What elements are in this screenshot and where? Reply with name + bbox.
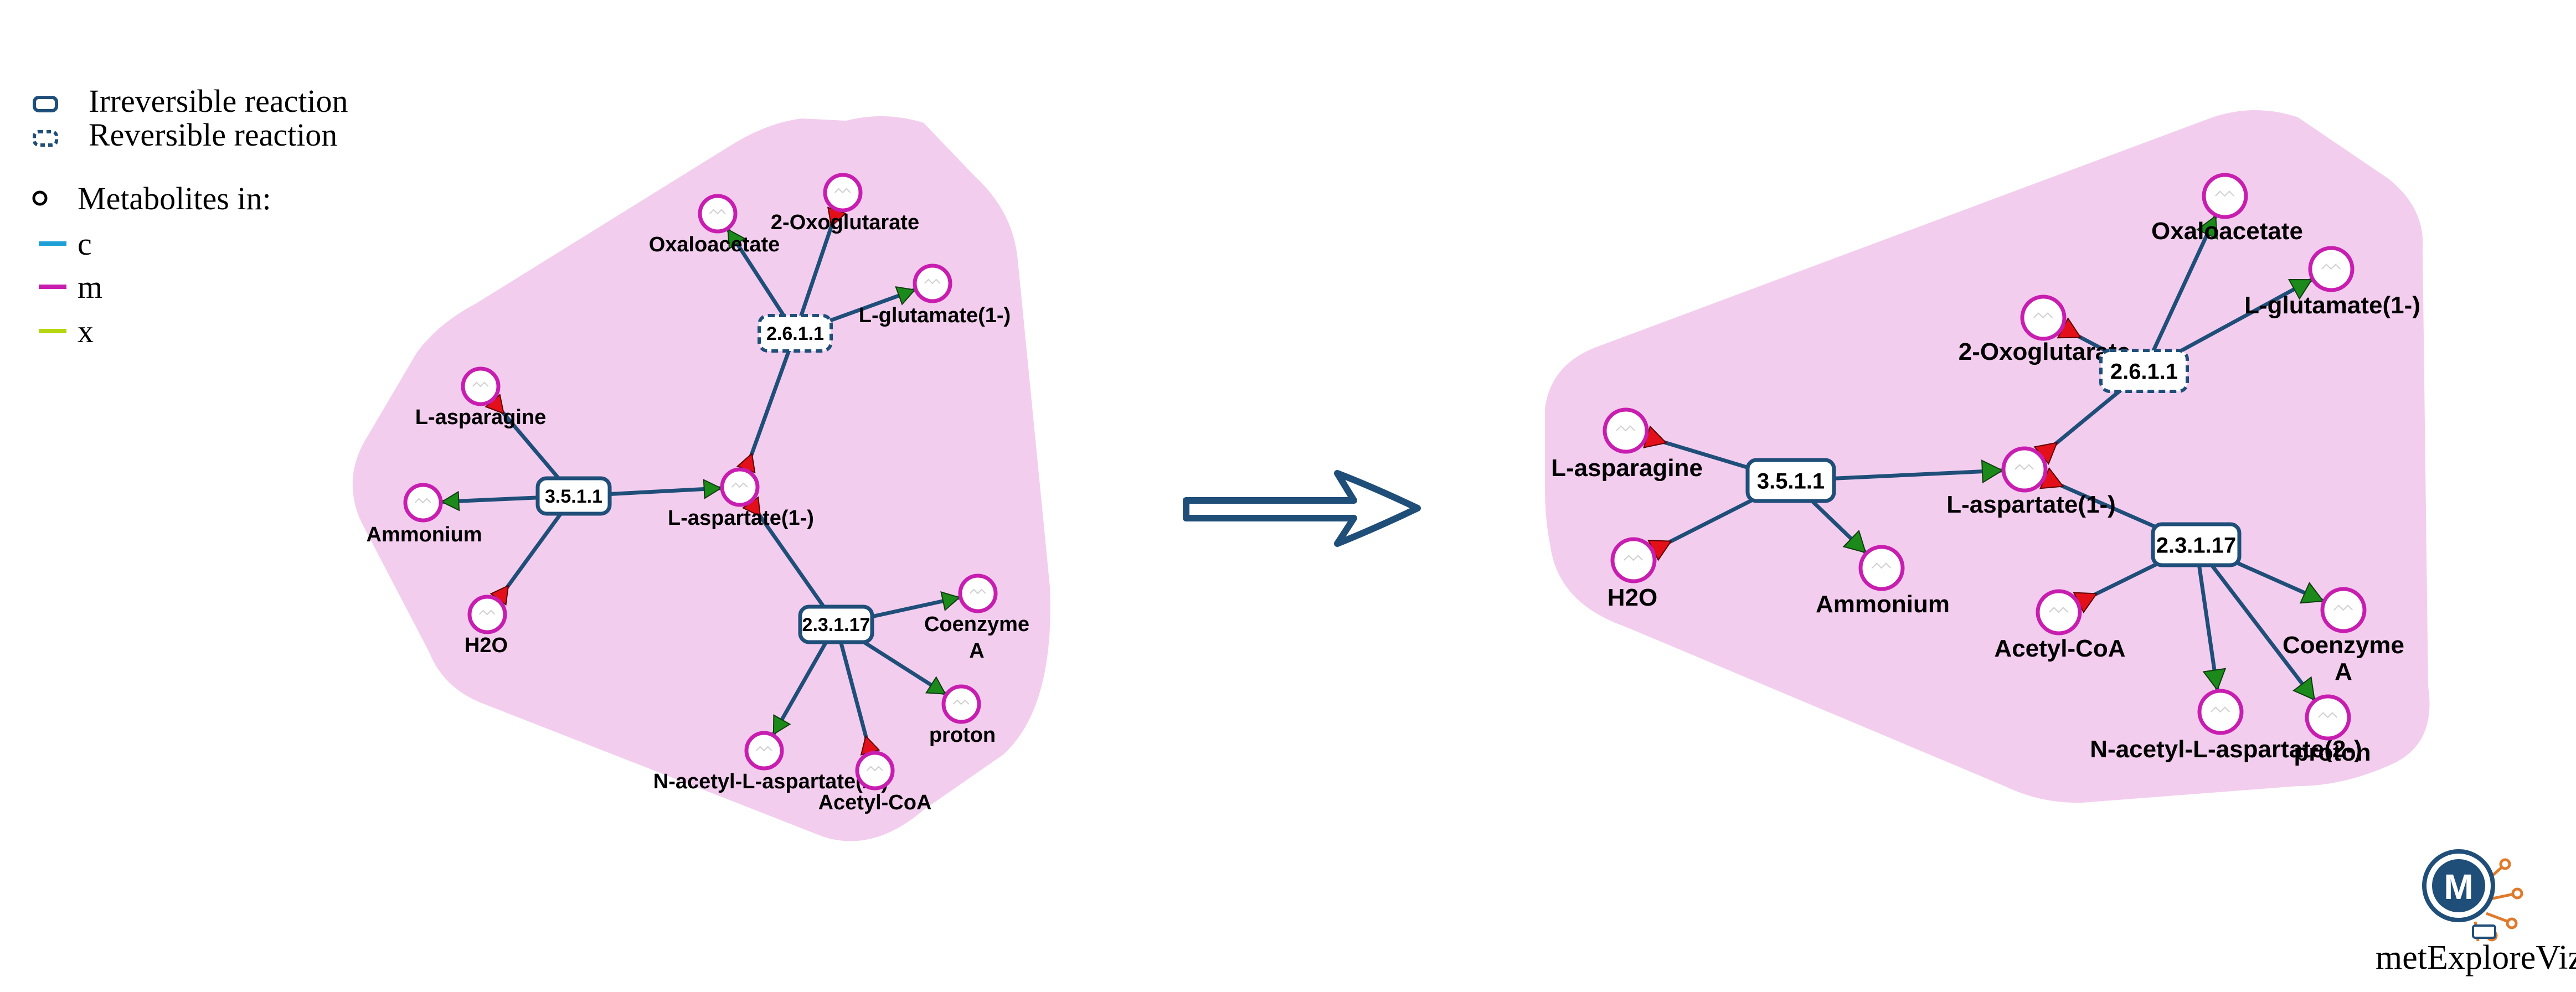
right-structure-icon-h2o	[1624, 555, 1644, 561]
left-metabolite-label-h2o: H2O	[465, 634, 508, 657]
reversible-legend-icon	[33, 130, 58, 147]
right-structure-icon-hplus	[2318, 712, 2338, 719]
left-metabolite-label-coa-line2: A	[969, 639, 984, 663]
left-reaction-node-rx3[interactable]	[798, 604, 874, 644]
left-metabolite-label-akg: 2-Oxoglutarate	[771, 211, 919, 234]
right-arrow-icon	[1183, 470, 1421, 547]
legend-irreversible-label: Irreversible reaction	[89, 83, 348, 119]
legend-compartments: cmx	[39, 226, 102, 349]
left-product-arrowhead-hplus	[925, 676, 947, 695]
right-reaction-label-rx2: 2.6.1.1	[2110, 359, 2178, 384]
right-metabolite-label-glu: L-glutamate(1-)	[2244, 292, 2420, 319]
left-structure-icon-nh4	[414, 498, 431, 504]
legend: Irreversible reaction Reversible reactio…	[32, 83, 348, 349]
right-reaction-label-rx1: 3.5.1.1	[1757, 469, 1825, 493]
left-network-graph: L-asparagine Ammonium H2O L-aspartate(1-) Ox…	[352, 116, 1050, 841]
left-product-arrowhead-nacasp	[772, 714, 791, 736]
left-structure-icon-h2o	[478, 609, 496, 616]
right-structure-icon-asn	[1616, 425, 1636, 432]
brand-name: metExploreViz	[2376, 939, 2576, 976]
left-reaction-label-rx2: 2.6.1.1	[766, 323, 824, 344]
left-reaction-node-rx2[interactable]	[758, 314, 833, 353]
right-product-arrowhead-oaa	[2196, 215, 2218, 240]
left-metabolite-label-oaa: Oxaloacetate	[649, 233, 780, 256]
legend-metabolites-title: Metabolites in:	[78, 180, 271, 216]
left-metabolite-label-asn: L-asparagine	[415, 406, 547, 429]
left-product-arrowhead-coa	[940, 591, 961, 611]
right-structure-icon-asp	[2015, 464, 2034, 471]
right-product-arrowhead-glu	[2288, 278, 2313, 300]
logo-letter: M	[2444, 867, 2473, 907]
right-product-arrowhead-coa	[2299, 582, 2325, 604]
left-metabolite-label-nh4: Ammonium	[367, 523, 482, 546]
left-reaction-node-rx1[interactable]	[535, 476, 612, 516]
left-structure-icon-accoa	[866, 766, 883, 772]
left-structure-icon-coa	[969, 588, 986, 595]
right-metabolite-label-accoa: Acetyl-CoA	[1994, 635, 2125, 662]
left-structure-icon-glu	[924, 278, 941, 285]
left-metabolite-label-coa: Coenzyme	[924, 613, 1029, 636]
left-structure-icon-asn	[472, 381, 489, 388]
compartment-m-label: m	[78, 269, 102, 305]
left-reaction-label-rx1: 3.5.1.1	[545, 486, 602, 507]
right-metabolite-label-coa-line2: A	[2335, 658, 2352, 685]
left-product-arrowhead-nh4	[440, 490, 460, 512]
metexploreviz-logo: M metExploreViz	[2376, 849, 2576, 976]
compartment-x-label: x	[78, 313, 94, 349]
left-compartment-hull	[352, 116, 1050, 841]
right-metabolite-label-nh4: Ammonium	[1816, 591, 1950, 618]
left-structure-icon-nacasp	[755, 746, 772, 752]
left-product-arrowhead-asp	[703, 479, 723, 499]
right-reaction-label-rx3: 2.3.1.17	[2156, 533, 2237, 557]
right-structure-icon-oaa	[2215, 190, 2235, 197]
left-structure-icon-asp	[731, 482, 748, 488]
left-reaction-label-rx3: 2.3.1.17	[802, 614, 870, 636]
right-metabolite-label-oaa: Oxaloacetate	[2151, 218, 2303, 245]
compartment-c-label: c	[78, 226, 92, 262]
right-structure-icon-nacasp	[2211, 706, 2230, 713]
right-reaction-node-rx2[interactable]	[2099, 349, 2189, 393]
left-structure-icon-akg	[834, 188, 851, 194]
right-network-graph: L-asparagine H2O Ammonium L-aspartate(1-) Ox…	[1545, 110, 2430, 803]
left-metabolite-label-asp: L-aspartate(1-)	[668, 507, 814, 530]
right-structure-icon-glu	[2321, 264, 2341, 270]
right-metabolite-label-coa: Coenzyme	[2283, 632, 2404, 659]
left-metabolite-label-hplus: proton	[929, 724, 996, 747]
left-metabolite-label-glu: L-glutamate(1-)	[859, 304, 1011, 327]
left-metabolite-label-accoa: Acetyl-CoA	[818, 791, 932, 814]
right-structure-icon-nh4	[1872, 562, 1892, 569]
left-metabolite-label-nacasp: N-acetyl-L-aspartate(2-)	[653, 770, 888, 793]
right-metabolite-label-h2o: H2O	[1608, 584, 1657, 611]
right-product-arrowhead-hplus	[2292, 676, 2315, 701]
right-reaction-node-rx1[interactable]	[1745, 458, 1836, 503]
transition-arrow	[1183, 470, 1421, 547]
left-structure-icon-hplus	[952, 699, 970, 705]
right-metabolite-label-hplus: proton	[2294, 739, 2371, 766]
left-product-arrowhead-oaa	[727, 228, 746, 250]
right-structure-icon-akg	[2033, 312, 2053, 319]
right-product-arrowhead-asp	[1981, 459, 2004, 484]
right-reaction-node-rx3[interactable]	[2151, 522, 2242, 567]
right-metabolite-label-asn: L-asparagine	[1551, 454, 1703, 482]
right-product-arrowhead-nh4	[1842, 529, 1867, 554]
right-metabolite-label-asp: L-aspartate(1-)	[1946, 491, 2116, 518]
right-structure-icon-coa	[2333, 604, 2353, 611]
irreversible-legend-icon	[33, 96, 58, 112]
left-product-arrowhead-glu	[895, 286, 916, 306]
legend-reversible-label: Reversible reaction	[89, 117, 337, 153]
right-structure-icon-accoa	[2049, 607, 2069, 613]
metabolite-legend-icon	[32, 190, 48, 206]
right-metabolite-label-nacasp: N-acetyl-L-aspartate(2-)	[2090, 736, 2362, 763]
right-product-arrowhead-nacasp	[2202, 668, 2227, 691]
left-structure-icon-oaa	[709, 209, 726, 215]
